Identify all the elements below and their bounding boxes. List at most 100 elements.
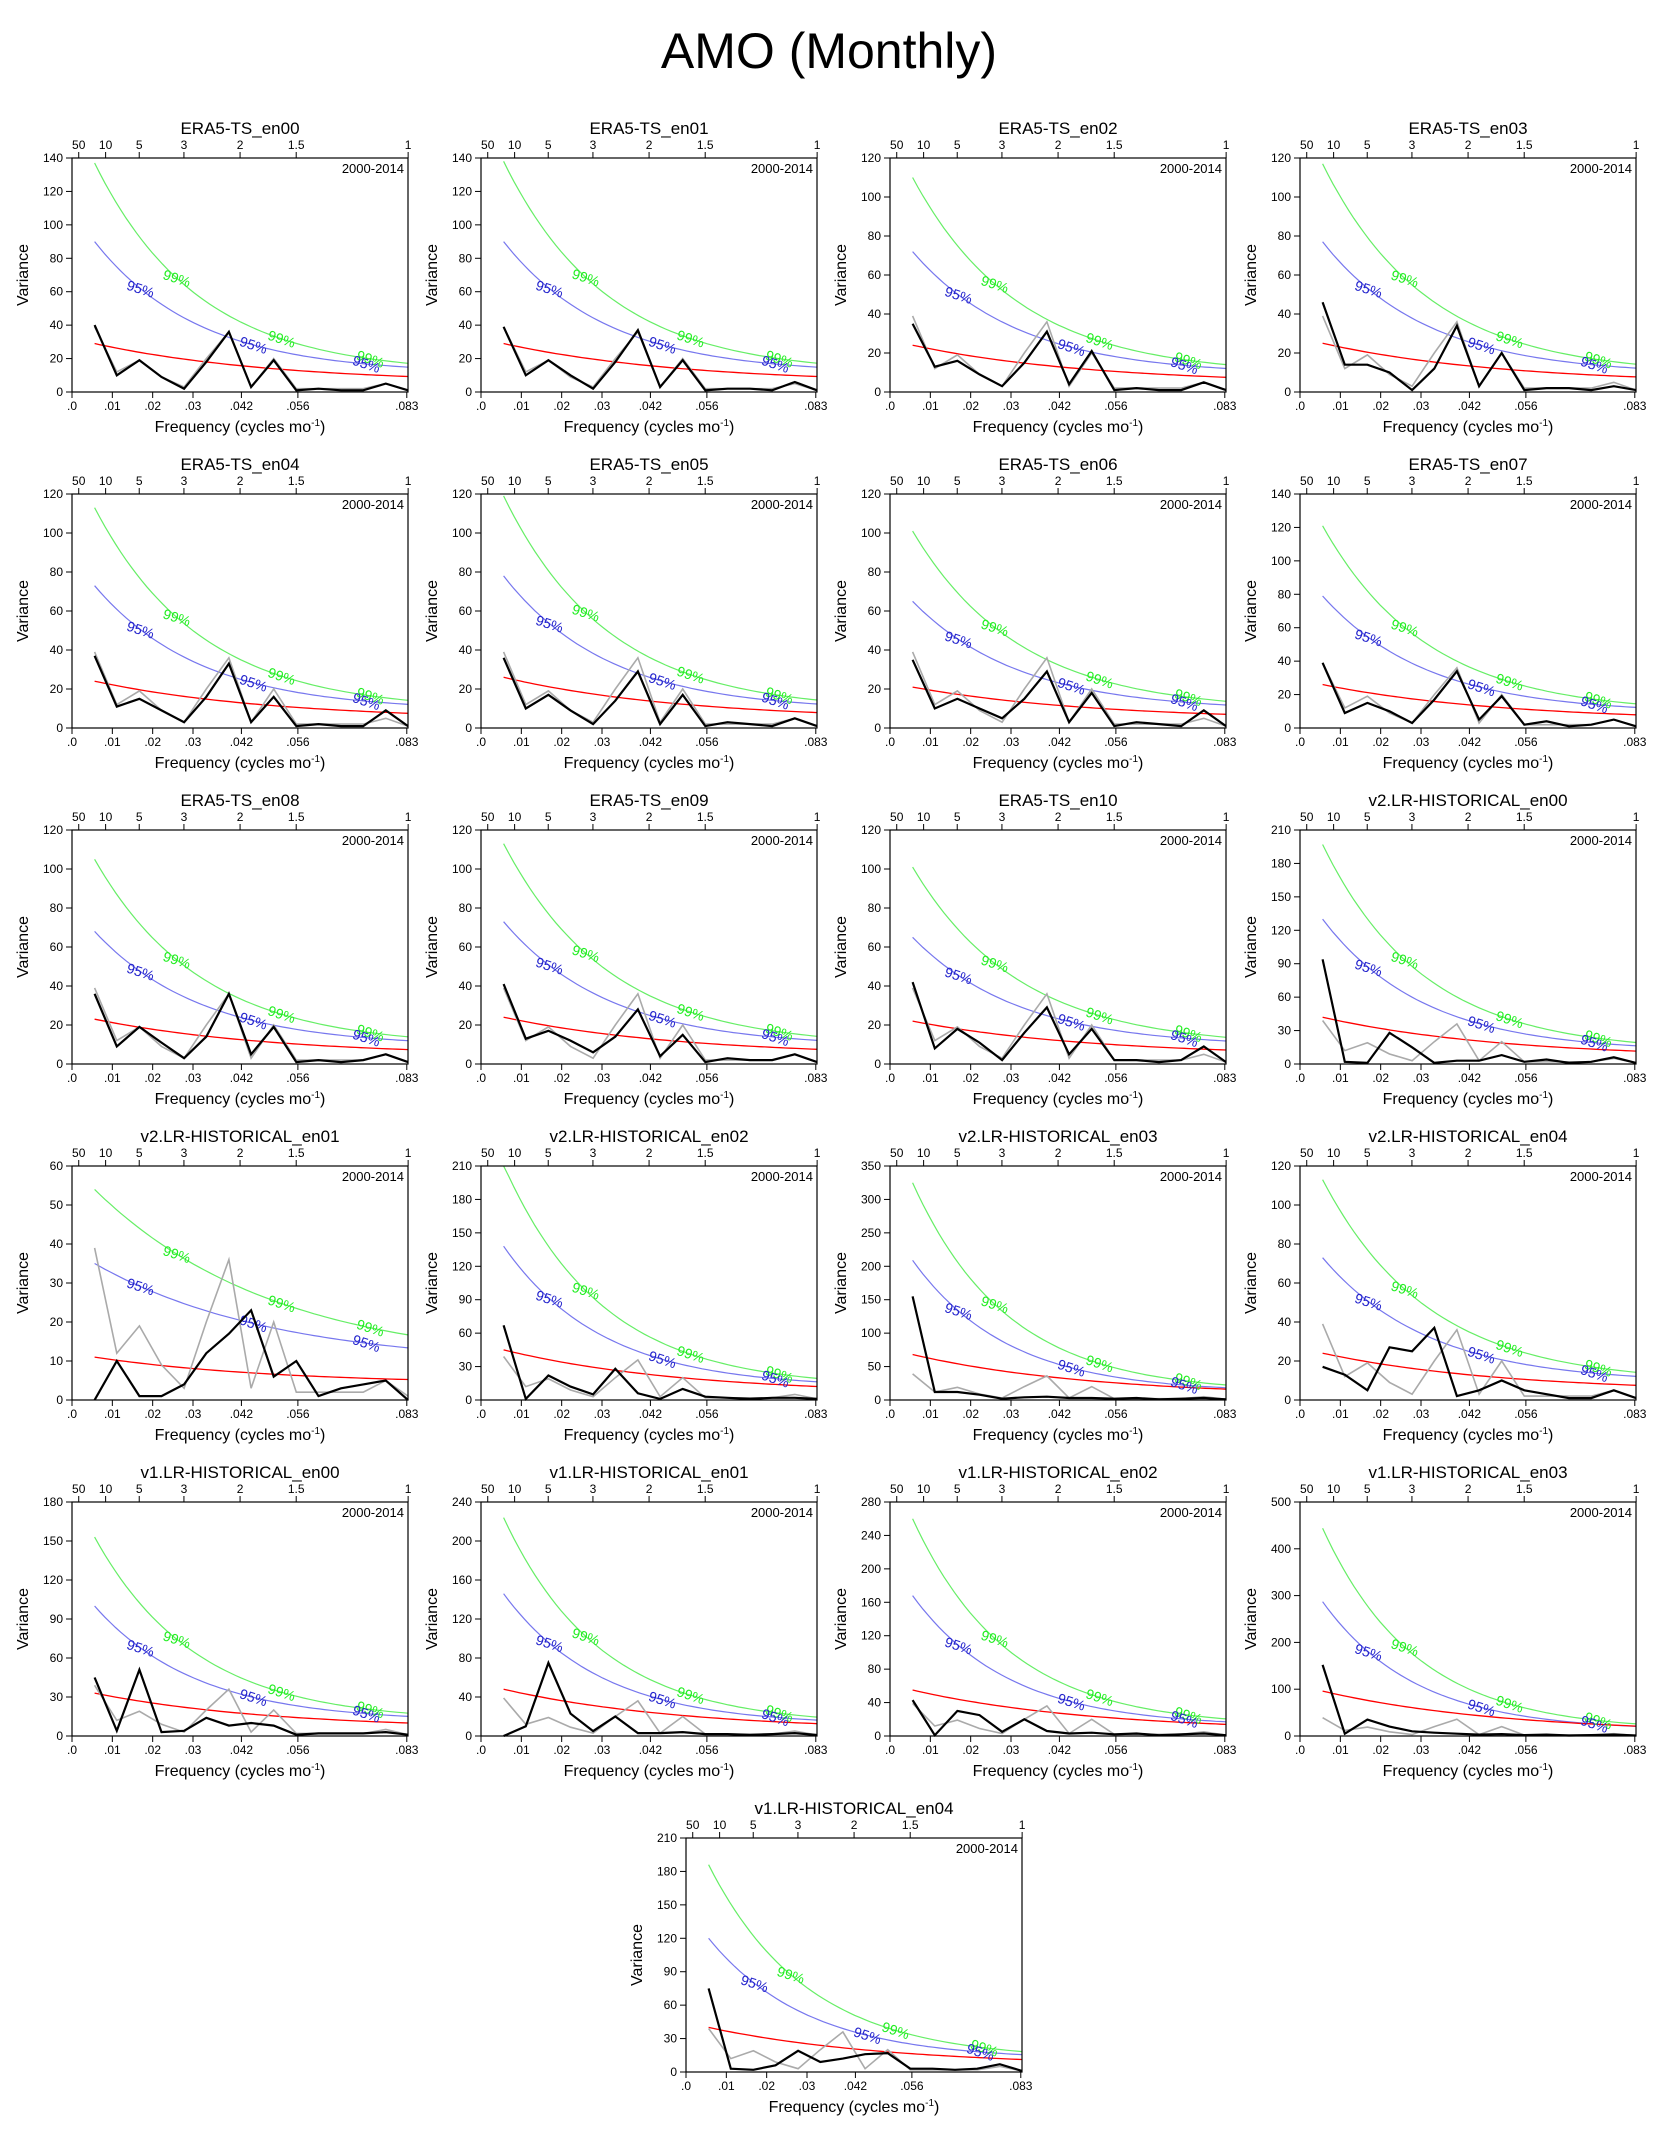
y-tick-label: 30 bbox=[50, 1276, 64, 1290]
top-tick-label: 10 bbox=[99, 474, 113, 488]
conf-95-label: 95% bbox=[943, 1634, 975, 1658]
x-axis-label-sup: -1 bbox=[311, 1426, 320, 1437]
top-tick-label: 10 bbox=[508, 1146, 522, 1160]
x-tick-label: .02 bbox=[144, 735, 161, 749]
spectrum-line bbox=[911, 659, 1227, 728]
spectrum-line bbox=[502, 657, 818, 728]
x-tick-label: .01 bbox=[1332, 399, 1349, 413]
chart-panel: ERA5-TS_en06 2000-2014 50 10 5 3 2 1.5 1 .0 .01 .02… bbox=[833, 455, 1237, 772]
y-axis-label: Variance bbox=[833, 244, 850, 306]
plot-frame bbox=[1299, 829, 1637, 1065]
y-axis-label: Variance bbox=[1243, 580, 1260, 642]
x-axis-label: Frequency (cycles mo-1) bbox=[973, 1762, 1144, 1780]
x-tick-label: .042 bbox=[639, 1407, 663, 1421]
top-tick-label: 50 bbox=[481, 138, 495, 152]
x-axis-label: Frequency (cycles mo-1) bbox=[1383, 1762, 1554, 1780]
period-label: 2000-2014 bbox=[956, 1841, 1018, 1856]
y-tick-label: 0 bbox=[1284, 721, 1291, 735]
x-axis-label-end: ) bbox=[1548, 1427, 1553, 1444]
top-tick-label: 1 bbox=[1633, 138, 1640, 152]
red-noise-line bbox=[912, 686, 1227, 715]
top-tick-label: 5 bbox=[545, 1482, 552, 1496]
x-tick-label: .03 bbox=[185, 399, 202, 413]
conf-99-label: 99% bbox=[1494, 670, 1526, 694]
y-tick-label: 120 bbox=[1271, 1159, 1291, 1173]
x-tick-label: .056 bbox=[1514, 399, 1538, 413]
conf-99-label: 99% bbox=[266, 1002, 298, 1026]
conf-95-line bbox=[94, 585, 409, 705]
y-axis-label: Variance bbox=[15, 1252, 32, 1314]
y-axis-label: Variance bbox=[1243, 1588, 1260, 1650]
conf-99-label: 99% bbox=[1084, 1004, 1116, 1028]
top-tick-label: 50 bbox=[1300, 1146, 1314, 1160]
x-tick-label: .01 bbox=[104, 1071, 121, 1085]
y-tick-label: 200 bbox=[861, 1562, 881, 1576]
period-label: 2000-2014 bbox=[751, 833, 813, 848]
y-tick-label: 120 bbox=[452, 823, 472, 837]
conf-99-label: 99% bbox=[570, 1625, 602, 1649]
conf-99-label: 99% bbox=[1084, 668, 1116, 692]
top-tick-label: 3 bbox=[181, 138, 188, 152]
panel-title: ERA5-TS_en00 bbox=[180, 119, 299, 138]
red-noise-line bbox=[1322, 1016, 1637, 1052]
conf-99-label: 99% bbox=[979, 616, 1011, 640]
top-tick-label: 5 bbox=[1364, 474, 1371, 488]
conf-99-label: 99% bbox=[1494, 1692, 1526, 1716]
x-axis-label-end: ) bbox=[1138, 419, 1143, 436]
conf-95-line bbox=[94, 1262, 409, 1349]
top-tick-label: 1.5 bbox=[697, 810, 714, 824]
y-tick-label: 0 bbox=[874, 1393, 881, 1407]
plot-frame bbox=[480, 157, 818, 393]
top-tick-label: 5 bbox=[136, 474, 143, 488]
x-axis-label-end: ) bbox=[729, 755, 734, 772]
top-tick-label: 2 bbox=[1465, 138, 1472, 152]
red-noise-line bbox=[1322, 1690, 1637, 1727]
x-axis-label-end: ) bbox=[1138, 755, 1143, 772]
x-tick-label: .02 bbox=[144, 399, 161, 413]
y-tick-label: 180 bbox=[657, 1864, 677, 1878]
top-tick-label: 50 bbox=[72, 810, 86, 824]
top-tick-label: 50 bbox=[1300, 138, 1314, 152]
x-axis-label: Frequency (cycles mo-1) bbox=[564, 1426, 735, 1444]
x-tick-label: .02 bbox=[553, 1071, 570, 1085]
y-tick-label: 50 bbox=[50, 1198, 64, 1212]
y-tick-label: 120 bbox=[861, 823, 881, 837]
x-tick-label: .056 bbox=[695, 1071, 719, 1085]
red-noise-line bbox=[503, 1349, 818, 1388]
spectrum-line bbox=[911, 1296, 1227, 1401]
x-tick-label: .083 bbox=[1213, 1071, 1237, 1085]
conf-99-label: 99% bbox=[1389, 1277, 1421, 1301]
top-tick-label: 10 bbox=[99, 810, 113, 824]
x-tick-label: .042 bbox=[844, 2079, 868, 2093]
top-tick-label: 50 bbox=[72, 138, 86, 152]
y-tick-label: 10 bbox=[50, 1354, 64, 1368]
x-tick-label: .0 bbox=[476, 1071, 486, 1085]
x-axis-label: Frequency (cycles mo-1) bbox=[973, 1426, 1144, 1444]
panel-title: ERA5-TS_en06 bbox=[998, 455, 1117, 474]
y-tick-label: 40 bbox=[868, 307, 882, 321]
top-tick-label: 1.5 bbox=[288, 474, 305, 488]
y-tick-label: 60 bbox=[459, 604, 473, 618]
x-tick-label: .02 bbox=[962, 1743, 979, 1757]
conf-99-line bbox=[912, 530, 1227, 702]
conf-95-line bbox=[503, 1593, 818, 1721]
y-tick-label: 100 bbox=[861, 1326, 881, 1340]
plot-frame bbox=[71, 157, 409, 393]
top-tick-label: 3 bbox=[1409, 138, 1416, 152]
x-tick-label: .042 bbox=[1458, 1407, 1482, 1421]
y-tick-label: 280 bbox=[861, 1495, 881, 1509]
top-tick-label: 3 bbox=[181, 474, 188, 488]
y-tick-label: 160 bbox=[452, 1573, 472, 1587]
y-tick-label: 20 bbox=[459, 352, 473, 366]
conf-99-line bbox=[1322, 844, 1637, 1044]
top-tick-label: 1 bbox=[1223, 474, 1230, 488]
top-tick-label: 1.5 bbox=[697, 138, 714, 152]
spectrum-line bbox=[503, 1659, 818, 1738]
x-axis-label: Frequency (cycles mo-1) bbox=[155, 1762, 326, 1780]
top-tick-label: 3 bbox=[1409, 474, 1416, 488]
y-tick-label: 60 bbox=[868, 940, 882, 954]
top-tick-label: 10 bbox=[1327, 1146, 1341, 1160]
x-axis-label-sup: -1 bbox=[311, 1090, 320, 1101]
top-tick-label: 50 bbox=[481, 810, 495, 824]
